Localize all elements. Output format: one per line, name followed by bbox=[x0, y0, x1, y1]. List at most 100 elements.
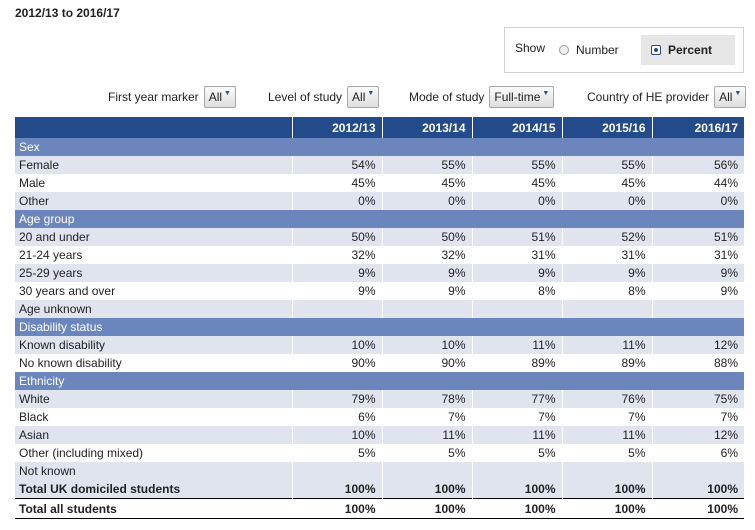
table-row: Other (including mixed) 5% 5% 5% 5% 6% bbox=[15, 444, 744, 462]
column-header: 2012/13 bbox=[291, 117, 382, 138]
value-cell: 32% bbox=[291, 246, 382, 264]
column-header: 2014/15 bbox=[471, 117, 562, 138]
value-cell: 5% bbox=[471, 444, 562, 462]
page-title: 2012/13 to 2016/17 bbox=[15, 6, 120, 20]
table-row: Other 0% 0% 0% 0% 0% bbox=[15, 192, 744, 210]
value-cell: 100% bbox=[381, 498, 472, 519]
value-cell: 6% bbox=[651, 444, 744, 462]
value-cell: 100% bbox=[471, 498, 562, 519]
select-value: Full-time bbox=[494, 90, 541, 104]
value-cell: 31% bbox=[651, 246, 744, 264]
value-cell: 7% bbox=[561, 408, 652, 426]
row-label: No known disability bbox=[15, 354, 292, 372]
value-cell bbox=[561, 300, 652, 318]
value-cell: 89% bbox=[561, 354, 652, 372]
table-row: Not known bbox=[15, 462, 744, 480]
section-header-row: Age group bbox=[15, 210, 744, 228]
row-label: 25-29 years bbox=[15, 264, 292, 282]
number-option[interactable]: Number bbox=[551, 35, 639, 65]
row-label: 30 years and over bbox=[15, 282, 292, 300]
filter-mode-of-study: Mode of study Full-time ▼ bbox=[409, 86, 555, 108]
row-label: Other bbox=[15, 192, 292, 210]
filter-label: Country of HE provider bbox=[587, 90, 710, 104]
filter-label: First year marker bbox=[108, 90, 199, 104]
value-cell: 7% bbox=[471, 408, 562, 426]
row-label: 20 and under bbox=[15, 228, 292, 246]
value-cell: 9% bbox=[561, 264, 652, 282]
table-row: 25-29 years 9% 9% 9% 9% 9% bbox=[15, 264, 744, 282]
value-cell: 90% bbox=[291, 354, 382, 372]
value-cell: 100% bbox=[471, 480, 562, 499]
select-value: All bbox=[208, 90, 223, 104]
value-cell: 78% bbox=[381, 390, 472, 408]
value-cell: 55% bbox=[471, 156, 562, 174]
header-label-cell bbox=[15, 117, 292, 138]
value-cell: 9% bbox=[471, 264, 562, 282]
value-cell: 6% bbox=[291, 408, 382, 426]
table-row: 20 and under 50% 50% 51% 52% 51% bbox=[15, 228, 744, 246]
value-cell: 10% bbox=[291, 336, 382, 354]
value-cell: 9% bbox=[651, 264, 744, 282]
value-cell: 79% bbox=[291, 390, 382, 408]
row-label: Female bbox=[15, 156, 292, 174]
value-cell bbox=[651, 462, 744, 480]
value-cell: 11% bbox=[471, 336, 562, 354]
row-label: Not known bbox=[15, 462, 292, 480]
row-label: Other (including mixed) bbox=[15, 444, 292, 462]
value-cell: 89% bbox=[471, 354, 562, 372]
value-cell: 10% bbox=[381, 336, 472, 354]
value-cell: 55% bbox=[561, 156, 652, 174]
filter-first-year-marker: First year marker All ▼ bbox=[108, 86, 236, 108]
column-header: 2013/14 bbox=[381, 117, 472, 138]
table-row: 30 years and over 9% 9% 8% 8% 9% bbox=[15, 282, 744, 300]
value-cell: 9% bbox=[291, 282, 382, 300]
number-radio-icon[interactable] bbox=[559, 45, 569, 55]
value-cell: 77% bbox=[471, 390, 562, 408]
filter-level-of-study: Level of study All ▼ bbox=[268, 86, 380, 108]
section-label: Age group bbox=[15, 210, 744, 228]
table-header-row: 2012/13 2013/14 2014/15 2015/16 2016/17 bbox=[15, 117, 744, 138]
level-of-study-select[interactable]: All ▼ bbox=[347, 86, 380, 108]
value-cell: 0% bbox=[651, 192, 744, 210]
select-value: All bbox=[352, 90, 366, 104]
first-year-marker-select[interactable]: All ▼ bbox=[203, 86, 236, 108]
percent-radio-icon[interactable] bbox=[651, 45, 661, 55]
percent-option[interactable]: Percent bbox=[641, 35, 735, 65]
value-cell: 7% bbox=[651, 408, 744, 426]
dropdown-arrow-icon: ▼ bbox=[542, 89, 550, 97]
table-row: 21-24 years 32% 32% 31% 31% 31% bbox=[15, 246, 744, 264]
table-row: Known disability 10% 10% 11% 11% 12% bbox=[15, 336, 744, 354]
select-value: All bbox=[719, 90, 733, 104]
value-cell: 100% bbox=[291, 498, 382, 519]
table-row: Male 45% 45% 45% 45% 44% bbox=[15, 174, 744, 192]
grand-total-row: Total all students 100% 100% 100% 100% 100% bbox=[15, 498, 744, 519]
value-cell: 51% bbox=[471, 228, 562, 246]
dropdown-arrow-icon: ▼ bbox=[224, 89, 231, 97]
row-label: White bbox=[15, 390, 292, 408]
value-cell: 32% bbox=[381, 246, 472, 264]
table-row: No known disability 90% 90% 89% 89% 88% bbox=[15, 354, 744, 372]
value-cell: 55% bbox=[381, 156, 472, 174]
value-cell: 54% bbox=[291, 156, 382, 174]
value-cell: 100% bbox=[561, 480, 652, 499]
value-cell: 45% bbox=[561, 174, 652, 192]
table-row: White 79% 78% 77% 76% 75% bbox=[15, 390, 744, 408]
value-cell: 5% bbox=[381, 444, 472, 462]
value-cell: 7% bbox=[381, 408, 472, 426]
value-cell: 76% bbox=[561, 390, 652, 408]
value-cell: 45% bbox=[471, 174, 562, 192]
filter-label: Level of study bbox=[268, 90, 343, 104]
mode-of-study-select[interactable]: Full-time ▼ bbox=[489, 86, 555, 108]
row-label: 21-24 years bbox=[15, 246, 292, 264]
country-of-he-provider-select[interactable]: All ▼ bbox=[714, 86, 747, 108]
value-cell: 100% bbox=[291, 480, 382, 499]
table-row: Black 6% 7% 7% 7% 7% bbox=[15, 408, 744, 426]
row-label: Total all students bbox=[15, 498, 292, 519]
section-label: Disability status bbox=[15, 318, 744, 336]
value-cell: 11% bbox=[561, 336, 652, 354]
value-cell: 11% bbox=[381, 426, 472, 444]
value-cell: 45% bbox=[291, 174, 382, 192]
value-cell: 5% bbox=[561, 444, 652, 462]
value-cell bbox=[651, 300, 744, 318]
value-cell: 0% bbox=[291, 192, 382, 210]
